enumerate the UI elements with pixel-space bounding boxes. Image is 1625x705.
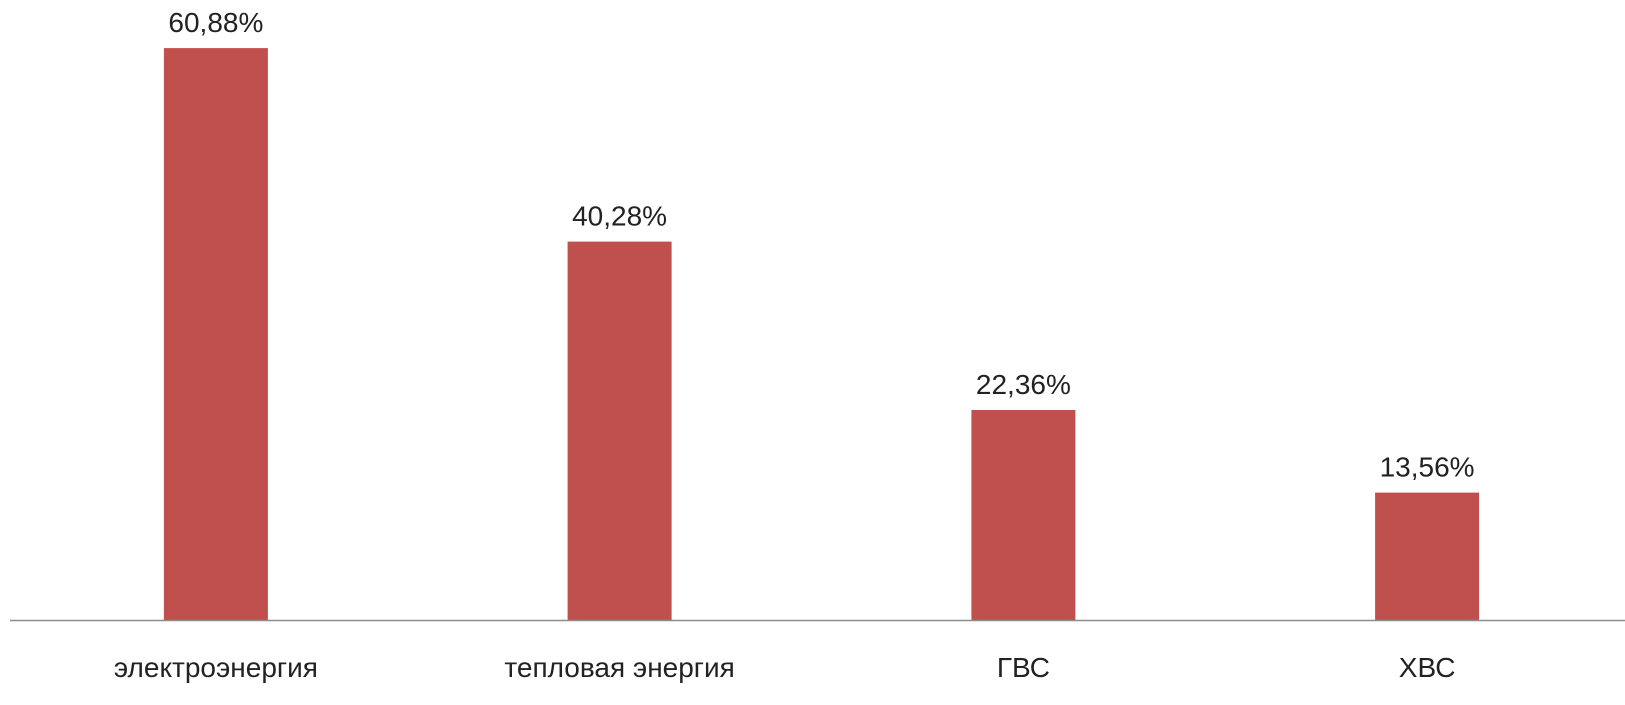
data-label-2: 40,28%	[572, 201, 667, 232]
data-label-1: 60,88%	[168, 7, 263, 38]
data-label-3: 22,36%	[976, 369, 1071, 400]
bars-layer	[163, 48, 1480, 621]
bar-4	[1375, 492, 1480, 620]
x-tick-label-2: тепловая энергия	[504, 652, 734, 683]
bar-2	[567, 241, 672, 620]
data-label-4: 13,56%	[1380, 452, 1475, 483]
value-labels-layer: 60,88% 40,28% 22,36% 13,56%	[168, 7, 1474, 483]
x-tick-label-1: электроэнергия	[114, 652, 318, 683]
bar-1	[163, 48, 268, 621]
x-tick-label-3: ГВС	[997, 652, 1050, 683]
category-labels-layer: электроэнергия тепловая энергия ГВС ХВС	[114, 652, 1456, 683]
bar-3	[971, 410, 1076, 620]
x-tick-label-4: ХВС	[1399, 652, 1456, 683]
